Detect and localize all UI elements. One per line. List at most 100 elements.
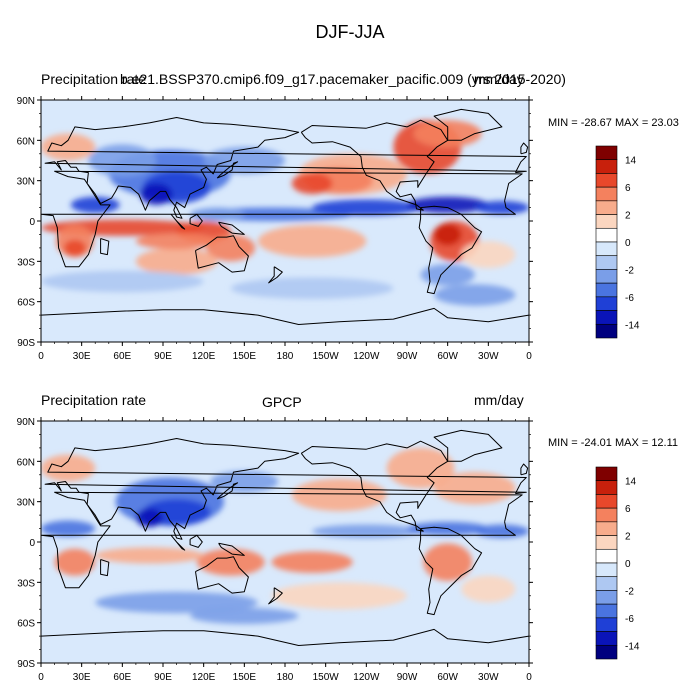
precip-anomaly-region <box>312 199 421 216</box>
coastline <box>433 108 503 141</box>
lat-tick-label: 90N <box>17 417 35 428</box>
coastline <box>41 491 523 589</box>
lat-tick-label: 30N <box>17 498 35 509</box>
coastline <box>41 307 529 325</box>
precip-anomaly-region <box>41 520 96 537</box>
min-max-label: MIN = -24.01 MAX = 12.11 <box>548 437 679 449</box>
colorbar: 14 6 2 0 -2 -6 -14 <box>595 145 640 339</box>
precip-anomaly-region <box>41 270 204 293</box>
precip-anomaly-region <box>291 172 333 195</box>
colorbar-swatch <box>595 603 618 619</box>
precip-anomaly-region <box>434 472 516 505</box>
colorbar-label: 2 <box>625 532 631 543</box>
colorbar-label: 6 <box>625 183 631 194</box>
colorbar-swatch <box>595 562 618 578</box>
lon-tick-label: 60W <box>437 672 458 683</box>
precip-anomaly-region <box>139 183 173 205</box>
precip-anomaly-region <box>407 196 489 213</box>
lon-tick-label: 0 <box>38 672 44 683</box>
coastline <box>189 213 203 227</box>
coastline <box>520 142 529 155</box>
precip-anomaly-region <box>474 524 529 538</box>
lon-tick-label: 90E <box>154 351 172 362</box>
ocean-background <box>41 421 529 663</box>
precip-anomaly-region <box>423 543 473 581</box>
colorbar-swatch <box>595 644 618 660</box>
colorbar-label: -2 <box>625 586 634 597</box>
coastline <box>268 266 283 284</box>
lat-tick-label: 90S <box>17 338 35 349</box>
coastline <box>268 587 283 605</box>
lon-tick-label: 150W <box>313 351 340 362</box>
colorbar-swatch <box>595 631 618 646</box>
coastline <box>189 534 203 548</box>
precip-anomaly-region <box>95 591 258 614</box>
coastline <box>41 628 529 646</box>
colorbar-swatch <box>595 494 618 509</box>
panel-center-label: b.e21.BSSP370.cmip6.f09_g17.pacemaker_pa… <box>120 71 566 87</box>
precip-anomaly-region <box>291 478 387 512</box>
lat-tick-label: 60S <box>17 298 35 309</box>
precip-field <box>41 421 529 663</box>
precip-anomaly-region <box>135 233 218 250</box>
precip-anomaly-region <box>420 264 475 286</box>
precip-anomaly-region <box>190 607 299 625</box>
lon-tick-label: 150E <box>233 672 257 683</box>
lon-tick-label: 120W <box>353 672 380 683</box>
colorbar: 14 6 2 0 -2 -6 -14 <box>595 466 640 660</box>
precip-anomaly-region <box>434 223 462 246</box>
lon-tick-label: 60E <box>113 351 131 362</box>
precip-anomaly-region <box>257 225 367 258</box>
colorbar-swatch <box>595 323 618 339</box>
precip-anomaly-region <box>41 133 96 161</box>
colorbar-label: -2 <box>625 265 634 276</box>
coastline <box>418 205 483 295</box>
lat-tick-label: 60N <box>17 136 35 147</box>
colorbar-swatch <box>595 576 618 591</box>
coastline <box>100 559 110 577</box>
lon-tick-label: 90W <box>397 351 418 362</box>
lon-tick-label: 30W <box>478 351 499 362</box>
panel-center-label: GPCP <box>262 394 302 410</box>
lon-tick-label: 30W <box>478 672 499 683</box>
precip-anomaly-region <box>64 239 86 256</box>
colorbar-label: 6 <box>625 504 631 515</box>
coastline <box>44 438 527 540</box>
colorbar-label: -14 <box>625 641 640 652</box>
panel-left-label: Precipitation rate <box>41 71 147 87</box>
coastline <box>100 238 110 256</box>
colorbar-label: -14 <box>625 320 640 331</box>
coastline <box>418 526 483 616</box>
colorbar-swatch <box>595 507 618 523</box>
coastline <box>170 534 186 551</box>
lon-tick-label: 0 <box>38 351 44 362</box>
lon-tick-label: 120E <box>192 672 216 683</box>
colorbar-swatch <box>595 590 618 605</box>
lat-tick-label: 60N <box>17 457 35 468</box>
lon-tick-label: 30E <box>73 672 91 683</box>
lat-tick-label: 30S <box>17 578 35 589</box>
lon-tick-label: 150E <box>233 351 257 362</box>
precip-anomaly-region <box>271 582 407 610</box>
lat-tick-label: 0 <box>29 217 35 228</box>
precip-anomaly-region <box>434 284 516 306</box>
lon-tick-label: 120W <box>353 351 380 362</box>
lon-tick-label: 180 <box>277 351 294 362</box>
precip-anomaly-region <box>135 247 218 275</box>
lon-tick-label: 90E <box>154 672 172 683</box>
colorbar-label: 0 <box>625 238 631 249</box>
min-max-label: MIN = -28.67 MAX = 23.03 <box>548 117 679 129</box>
colorbar-label: -6 <box>625 614 634 625</box>
precip-anomaly-region <box>312 524 421 538</box>
lon-tick-label: 120E <box>192 351 216 362</box>
lon-tick-label: 0 <box>526 672 532 683</box>
precip-anomaly-region <box>461 241 516 269</box>
precip-anomaly-region <box>196 548 265 576</box>
colorbar-swatch <box>595 548 618 564</box>
lat-tick-label: 90S <box>17 659 35 670</box>
colorbar-swatch <box>595 466 618 482</box>
lat-tick-label: 30N <box>17 177 35 188</box>
coastline <box>170 213 186 230</box>
coastline <box>216 161 239 179</box>
